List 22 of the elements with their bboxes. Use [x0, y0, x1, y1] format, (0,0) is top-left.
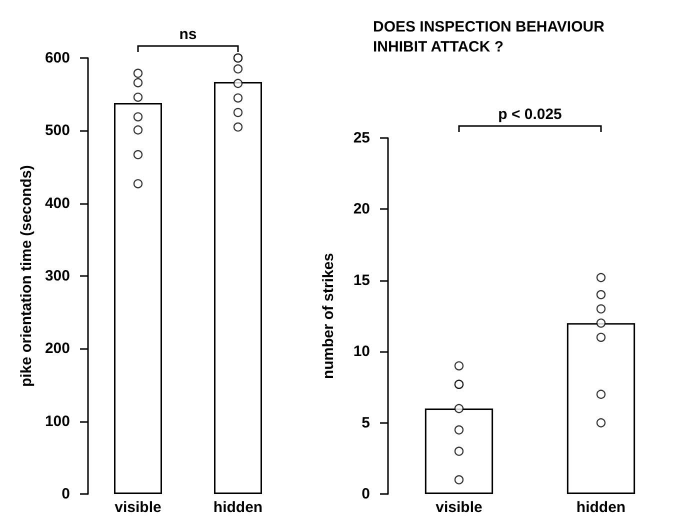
y-tick-label: 15 — [353, 272, 370, 289]
x-tick-label: visible — [436, 499, 482, 516]
x-tick-label: visible — [114, 499, 162, 516]
x-tick-label: hidden — [576, 499, 626, 516]
text: p < 0.025 — [498, 106, 562, 123]
y-axis-title: pike orientation time (seconds) — [18, 165, 36, 387]
y-tick-label: 200 — [44, 340, 70, 358]
y-tick-label: 600 — [44, 50, 70, 66]
chart-title: DOES INSPECTION BEHAVIOUR INHIBIT ATTACK ? — [373, 18, 609, 56]
y-tick-label: 500 — [44, 122, 70, 140]
y-tick-label: 0 — [62, 486, 70, 502]
y-tick-label: 400 — [44, 194, 70, 212]
y-axis-title: number of strikes — [320, 253, 337, 379]
y-tick-label: 20 — [353, 200, 370, 218]
y-tick-label: 5 — [362, 414, 370, 432]
y-tick-label: 100 — [44, 412, 70, 430]
y-tick-label: 300 — [44, 268, 70, 284]
y-tick-label: 25 — [353, 130, 370, 146]
x-tick-label: hidden — [213, 499, 263, 516]
y-tick-label: 0 — [362, 486, 370, 502]
y-tick-label: 10 — [353, 343, 370, 360]
text: ns — [179, 26, 197, 43]
